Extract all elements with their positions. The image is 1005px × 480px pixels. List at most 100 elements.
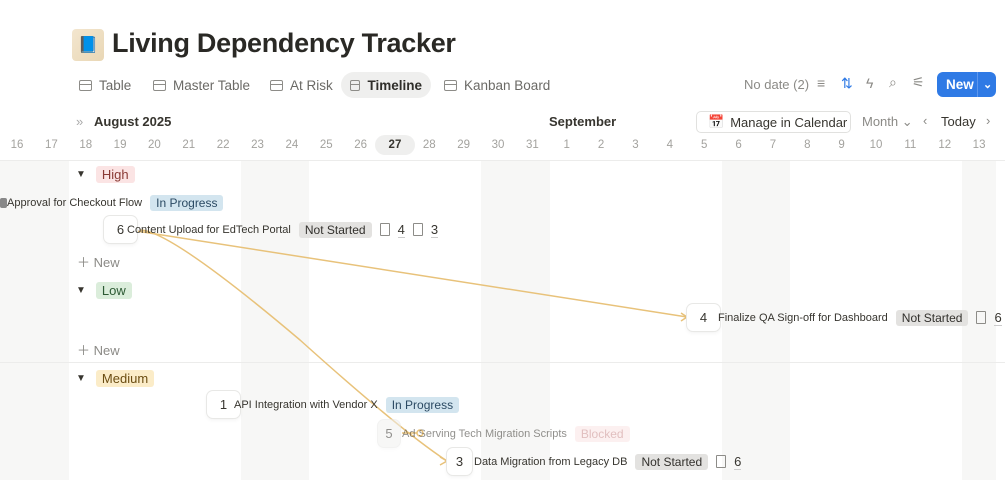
day-label: 30 [491, 139, 505, 151]
day-label: 17 [44, 139, 58, 151]
add-new-button[interactable]: ＋ New [77, 255, 120, 270]
timeline-item[interactable]: 1 API Integration with Vendor X In Progres… [207, 391, 460, 418]
day-label: 8 [804, 139, 811, 151]
tab-kanban-board[interactable]: Kanban Board [435, 72, 559, 98]
item-name: Approval for Checkout Flow [7, 197, 143, 209]
day-label: 3 [632, 139, 639, 151]
day-label: 6 [735, 139, 742, 151]
day-label: 16 [10, 139, 24, 151]
item-name: Content Upload for EdTech Portal [127, 223, 291, 236]
manage-in-calendar-button[interactable]: 📅 Manage in Calendar [696, 111, 851, 133]
day-label: 25 [319, 139, 333, 151]
new-label: New [946, 77, 974, 92]
item-card[interactable]: 1 [207, 391, 240, 418]
status-badge: Not Started [635, 453, 709, 470]
month-label: August 2025 [94, 114, 172, 129]
item-card[interactable]: 3 [447, 448, 472, 475]
timeline-item[interactable]: Approval for Checkout Flow In Progress [0, 195, 224, 211]
group-low[interactable]: ▼ Low [76, 282, 132, 299]
item-card[interactable]: 5 [378, 420, 400, 447]
weekend-column [0, 160, 35, 480]
timeline-item[interactable]: 4 Finalize QA Sign-off for Dashboard Not S… [687, 304, 1002, 331]
filter-icon[interactable]: ≡ [817, 75, 826, 91]
settings-icon[interactable]: ⚟ [912, 74, 925, 90]
day-label: 18 [79, 139, 93, 151]
tab-timeline[interactable]: Timeline [341, 72, 431, 98]
status-badge: In Progress [150, 195, 224, 211]
prev-button[interactable]: ‹ [923, 113, 928, 128]
tab-label: Master Table [173, 77, 251, 93]
day-label: 28 [422, 139, 436, 151]
tab-master-table[interactable]: Master Table [144, 72, 259, 98]
automation-icon[interactable]: ϟ [866, 75, 874, 91]
timeline-item[interactable]: 5 Ad Serving Tech Migration Scripts Blocke… [378, 420, 630, 447]
item-name: Data Migration from Legacy DB [474, 455, 628, 468]
group-medium[interactable]: ▼ Medium [76, 370, 155, 387]
no-date-button[interactable]: No date (2) [744, 77, 810, 92]
status-badge: Not Started [298, 221, 372, 238]
document-icon [379, 223, 390, 236]
table-icon [153, 79, 166, 91]
weekend-column [755, 160, 791, 480]
timeline-icon [350, 79, 361, 91]
day-label: 26 [354, 139, 367, 151]
divider [0, 160, 1005, 161]
day-label: 13 [972, 139, 986, 151]
dependency-handle[interactable] [416, 429, 424, 437]
chevron-down-icon[interactable]: ⌄ [977, 72, 992, 97]
new-button[interactable]: New ⌄ [937, 72, 996, 97]
day-label: 21 [182, 139, 196, 151]
page-title: Living Dependency Tracker [112, 28, 456, 58]
item-name: API Integration with Vendor X [234, 398, 378, 411]
relation-count[interactable]: 6 [994, 309, 1002, 326]
document-icon [412, 223, 423, 236]
group-tag: Medium [95, 370, 155, 387]
caret-down-icon[interactable]: ▼ [76, 169, 86, 180]
relation-count[interactable]: 6 [734, 453, 742, 470]
caret-down-icon[interactable]: ▼ [76, 373, 86, 384]
group-high[interactable]: ▼ High [76, 166, 135, 183]
day-label: 12 [938, 139, 952, 151]
document-icon [976, 311, 987, 324]
sort-icon[interactable]: ⇅ [841, 75, 853, 91]
tab-label: At Risk [290, 77, 333, 93]
item-card[interactable]: 6 [104, 216, 137, 243]
weekend-column [481, 160, 516, 480]
relation-count[interactable]: 4 [397, 221, 405, 238]
next-button[interactable]: › [986, 113, 991, 128]
manage-label: Manage in Calendar [730, 114, 848, 130]
today-button[interactable]: Today [941, 114, 976, 129]
tab-label: Kanban Board [464, 77, 551, 93]
day-label: 5 [700, 139, 708, 151]
weekend-column [515, 160, 550, 480]
day-label: 23 [251, 139, 264, 151]
item-card[interactable]: 4 [687, 304, 720, 331]
month-label: September [549, 114, 617, 129]
add-new-label: New [93, 255, 120, 270]
scale-label: Month [862, 114, 899, 129]
dependency-line[interactable] [129, 229, 688, 318]
arrow-icon [439, 456, 449, 466]
caret-down-icon[interactable]: ▼ [76, 285, 86, 296]
search-icon[interactable]: ⌕ [889, 74, 897, 90]
timeline-item[interactable]: 3 Data Migration from Legacy DB Not Starte… [447, 448, 742, 475]
day-label: 22 [216, 139, 230, 151]
table-icon [270, 79, 283, 91]
day-label: 11 [904, 139, 917, 151]
collapse-icon[interactable]: » [76, 114, 84, 129]
offscreen-arrow-icon[interactable] [0, 198, 7, 208]
scale-select[interactable]: Month ⌄ [862, 114, 913, 129]
day-label: 27 [374, 135, 415, 155]
dependency-line[interactable] [139, 229, 448, 462]
relation-count[interactable]: 3 [430, 221, 439, 238]
day-label: 20 [148, 139, 161, 151]
day-label: 7 [769, 139, 777, 151]
add-new-button[interactable]: ＋ New [77, 343, 120, 358]
item-name: Finalize QA Sign-off for Dashboard [718, 311, 888, 324]
tab-table[interactable]: Table [70, 72, 140, 98]
weekend-column [274, 160, 310, 480]
add-new-label: New [93, 343, 120, 358]
board-icon [444, 79, 457, 91]
tab-at-risk[interactable]: At Risk [261, 72, 342, 98]
timeline-item[interactable]: 6 Content Upload for EdTech Portal Not Sta… [104, 216, 439, 243]
